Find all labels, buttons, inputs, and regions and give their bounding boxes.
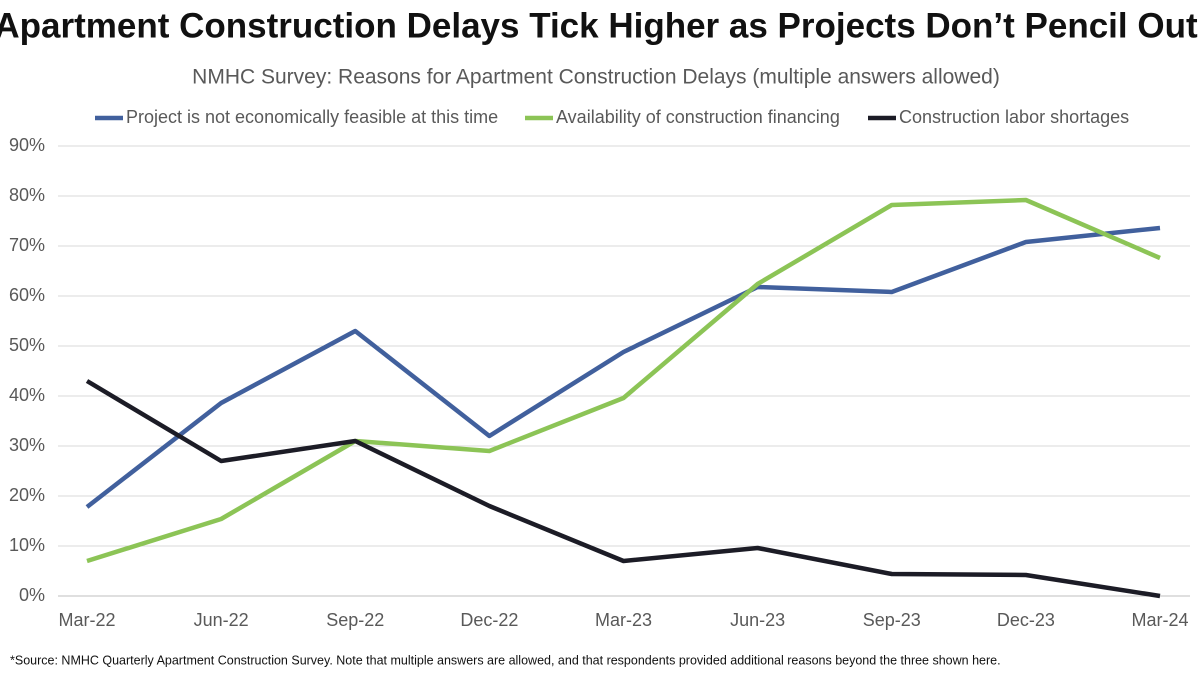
- x-tick-label: Mar-22: [58, 610, 115, 630]
- y-tick-label: 50%: [9, 335, 45, 355]
- footnote: *Source: NMHC Quarterly Apartment Constr…: [10, 653, 1001, 667]
- y-tick-label: 0%: [19, 585, 45, 605]
- x-tick-label: Sep-22: [326, 610, 384, 630]
- legend-label: Construction labor shortages: [899, 107, 1129, 127]
- series-line: [86, 197, 1161, 564]
- legend-label: Availability of construction financing: [556, 107, 840, 127]
- x-tick-label: Jun-22: [194, 610, 249, 630]
- x-tick-label: Dec-22: [460, 610, 518, 630]
- y-tick-label: 60%: [9, 285, 45, 305]
- y-tick-label: 90%: [9, 135, 45, 155]
- x-tick-label: Sep-23: [863, 610, 921, 630]
- chart-title: Apartment Construction Delays Tick Highe…: [0, 6, 1198, 45]
- y-tick-label: 70%: [9, 235, 45, 255]
- y-tick-label: 40%: [9, 385, 45, 405]
- y-tick-label: 20%: [9, 485, 45, 505]
- series-line: [85, 225, 1161, 509]
- y-tick-label: 10%: [9, 535, 45, 555]
- series-line: [85, 379, 1161, 599]
- x-tick-label: Mar-24: [1131, 610, 1188, 630]
- y-tick-label: 80%: [9, 185, 45, 205]
- x-tick-label: Jun-23: [730, 610, 785, 630]
- x-tick-label: Dec-23: [997, 610, 1055, 630]
- y-tick-label: 30%: [9, 435, 45, 455]
- chart-subtitle: NMHC Survey: Reasons for Apartment Const…: [192, 66, 1000, 89]
- x-tick-label: Mar-23: [595, 610, 652, 630]
- legend-label: Project is not economically feasible at …: [126, 107, 498, 127]
